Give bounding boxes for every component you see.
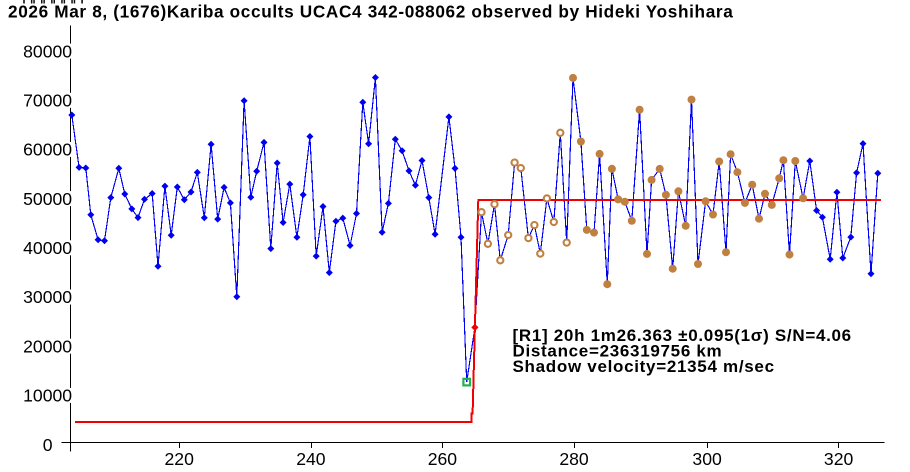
svg-text:240: 240	[296, 449, 326, 469]
svg-text:40000: 40000	[23, 238, 72, 258]
svg-text:30000: 30000	[23, 287, 72, 307]
svg-text:50000: 50000	[23, 189, 72, 209]
svg-text:Shadow velocity=21354 m/sec: Shadow velocity=21354 m/sec	[513, 357, 775, 376]
svg-text:80000: 80000	[23, 41, 72, 61]
svg-text:70000: 70000	[23, 91, 72, 111]
svg-text:260: 260	[428, 449, 458, 469]
svg-text:20000: 20000	[23, 336, 72, 356]
svg-text:280: 280	[559, 449, 589, 469]
svg-text:320: 320	[824, 449, 854, 469]
svg-text:60000: 60000	[23, 140, 72, 160]
svg-text:[R1] 20h 1m26.363 ±0.095(1σ) S: [R1] 20h 1m26.363 ±0.095(1σ) S/N=4.06	[513, 326, 852, 345]
svg-text:2026 Mar 8, (1676)Kariba occul: 2026 Mar 8, (1676)Kariba occults UCAC4 3…	[8, 2, 733, 22]
svg-text:10000: 10000	[23, 386, 72, 406]
svg-text:300: 300	[692, 449, 722, 469]
svg-text:Distance=236319756 km: Distance=236319756 km	[513, 341, 723, 360]
svg-text:0: 0	[43, 435, 53, 455]
svg-text:220: 220	[165, 449, 195, 469]
